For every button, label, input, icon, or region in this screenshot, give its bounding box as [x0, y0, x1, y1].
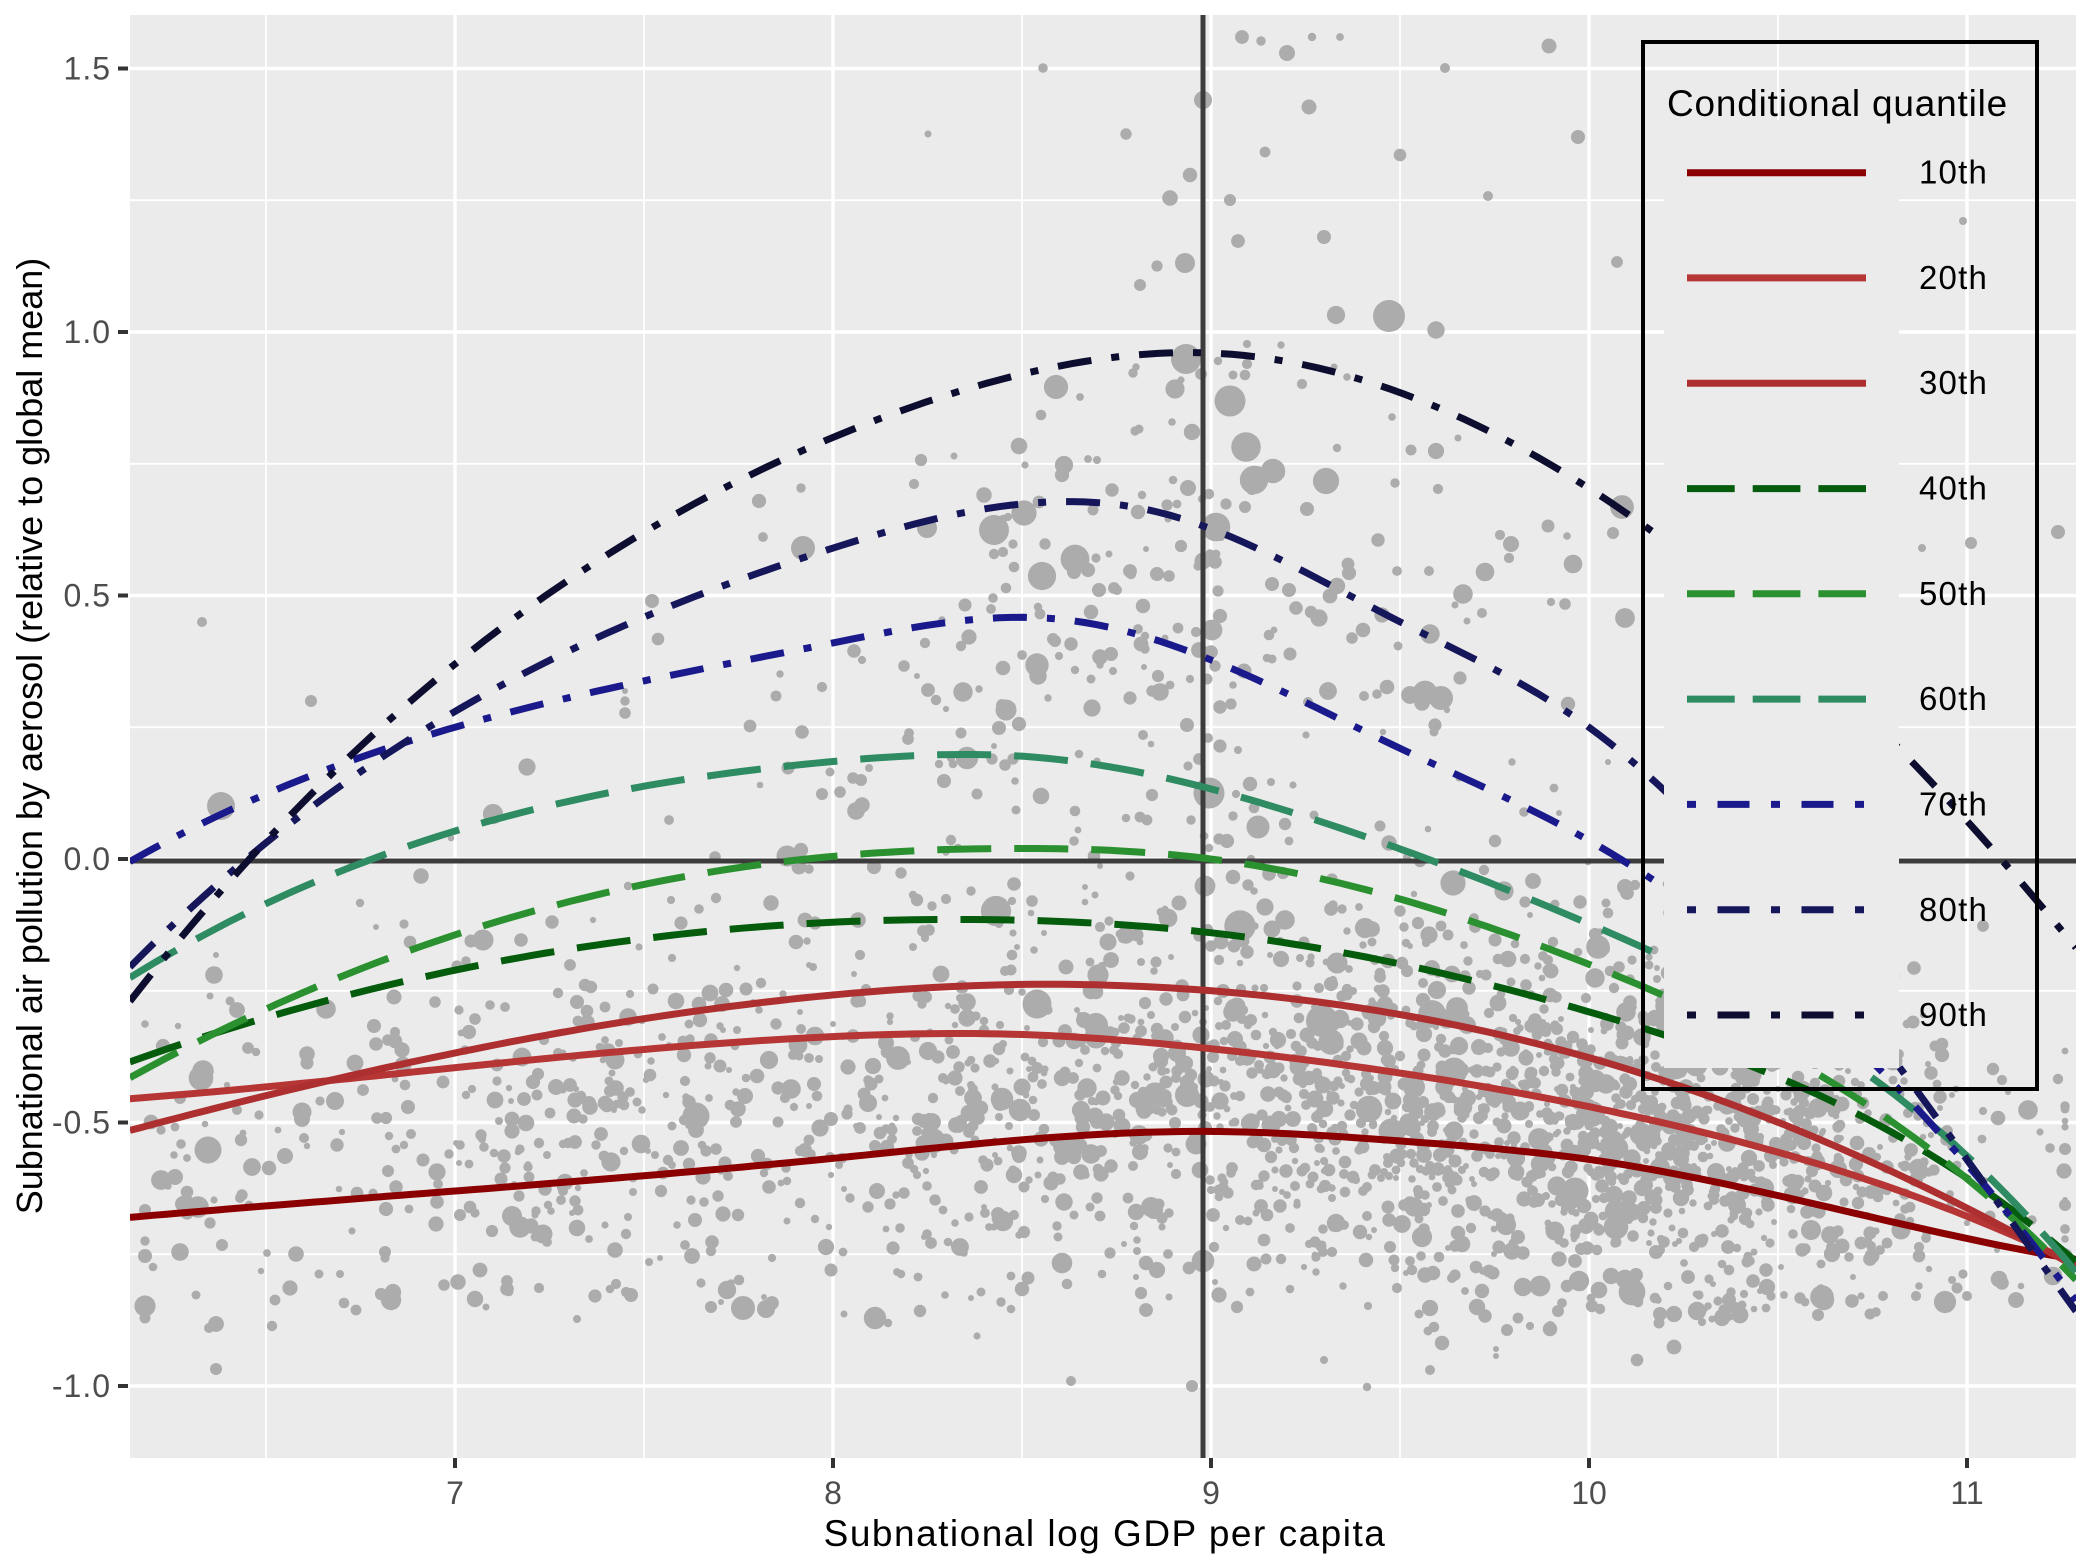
- svg-text:20th: 20th: [1919, 259, 1988, 296]
- svg-text:90th: 90th: [1919, 996, 1988, 1033]
- svg-text:Conditional quantile: Conditional quantile: [1667, 83, 2008, 124]
- svg-text:9: 9: [1202, 1475, 1220, 1511]
- svg-text:Subnational log GDP per capita: Subnational log GDP per capita: [824, 1513, 1387, 1554]
- svg-text:7: 7: [446, 1475, 464, 1511]
- svg-text:10th: 10th: [1919, 154, 1988, 191]
- svg-text:30th: 30th: [1919, 364, 1988, 401]
- svg-text:1.0: 1.0: [64, 314, 111, 350]
- svg-text:70th: 70th: [1919, 785, 1988, 822]
- svg-text:80th: 80th: [1919, 891, 1988, 928]
- svg-text:-1.0: -1.0: [52, 1368, 111, 1404]
- svg-text:-0.5: -0.5: [52, 1105, 111, 1141]
- svg-text:Subnational air pollution by a: Subnational air pollution by aerosol (re…: [9, 258, 50, 1215]
- svg-text:11: 11: [1950, 1475, 1983, 1511]
- svg-text:10: 10: [1571, 1475, 1607, 1511]
- svg-text:0.5: 0.5: [64, 578, 111, 614]
- svg-text:1.5: 1.5: [64, 51, 111, 87]
- svg-text:50th: 50th: [1919, 575, 1988, 612]
- svg-text:60th: 60th: [1919, 680, 1988, 717]
- svg-text:40th: 40th: [1919, 470, 1988, 507]
- svg-text:8: 8: [824, 1475, 842, 1511]
- svg-text:0.0: 0.0: [64, 841, 111, 877]
